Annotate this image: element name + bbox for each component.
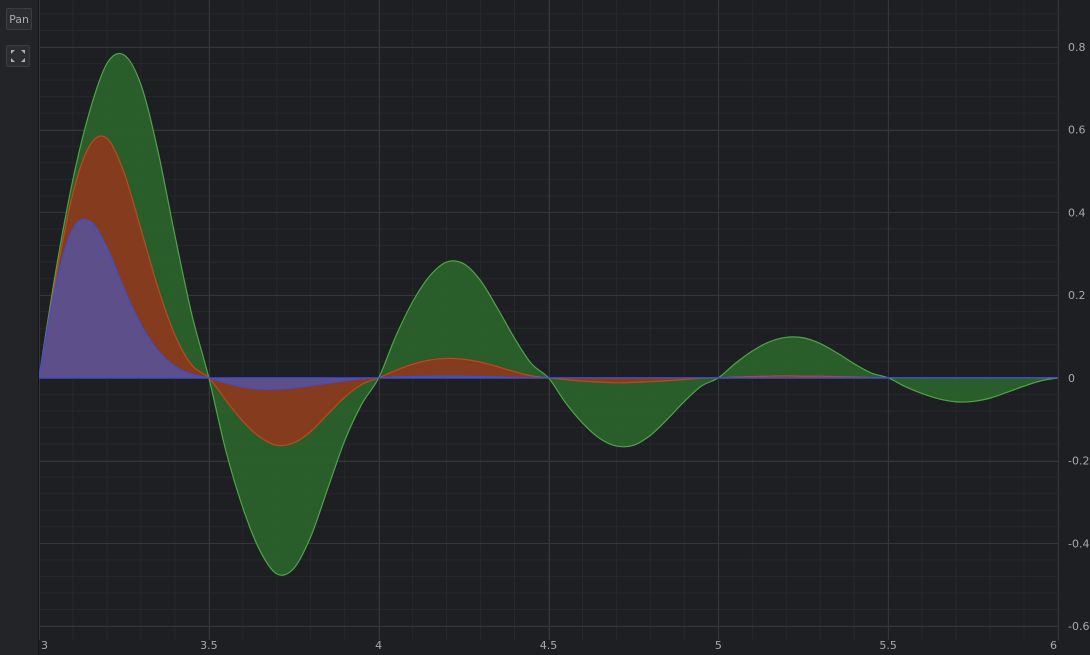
y-tick-label: -0.6 bbox=[1068, 620, 1089, 633]
series-3-area bbox=[39, 219, 1058, 390]
x-tick-label: 4 bbox=[375, 639, 382, 652]
x-tick-label: 3.5 bbox=[200, 639, 218, 652]
series-areas bbox=[38, 52, 1059, 576]
x-tick-label: 4.5 bbox=[540, 639, 558, 652]
y-tick-label: 0 bbox=[1068, 372, 1075, 385]
axis-tick-labels: 3 3.5 4 4.5 5 5.5 6 0.8 0.6 0.4 0.2 0 -0.2 -0.4 -0.6 bbox=[41, 41, 1089, 652]
x-tick-label: 5.5 bbox=[879, 639, 897, 652]
y-tick-label: -0.4 bbox=[1068, 537, 1089, 550]
y-tick-label: 0.2 bbox=[1068, 289, 1086, 302]
y-tick-label: 0.4 bbox=[1068, 206, 1086, 219]
x-tick-label: 6 bbox=[1050, 639, 1057, 652]
fit-to-view-icon bbox=[11, 50, 25, 62]
x-tick-label: 3 bbox=[41, 639, 48, 652]
fit-to-view-button[interactable] bbox=[6, 45, 30, 67]
series-1-line bbox=[38, 52, 1059, 576]
y-tick-label: 0.6 bbox=[1068, 124, 1086, 137]
pan-button[interactable]: Pan bbox=[6, 8, 32, 30]
series-1-area bbox=[39, 53, 1058, 576]
y-tick-label: 0.8 bbox=[1068, 41, 1086, 54]
x-tick-label: 5 bbox=[715, 639, 722, 652]
chart-toolbar: Pan bbox=[0, 0, 39, 655]
y-tick-label: -0.2 bbox=[1068, 455, 1089, 468]
